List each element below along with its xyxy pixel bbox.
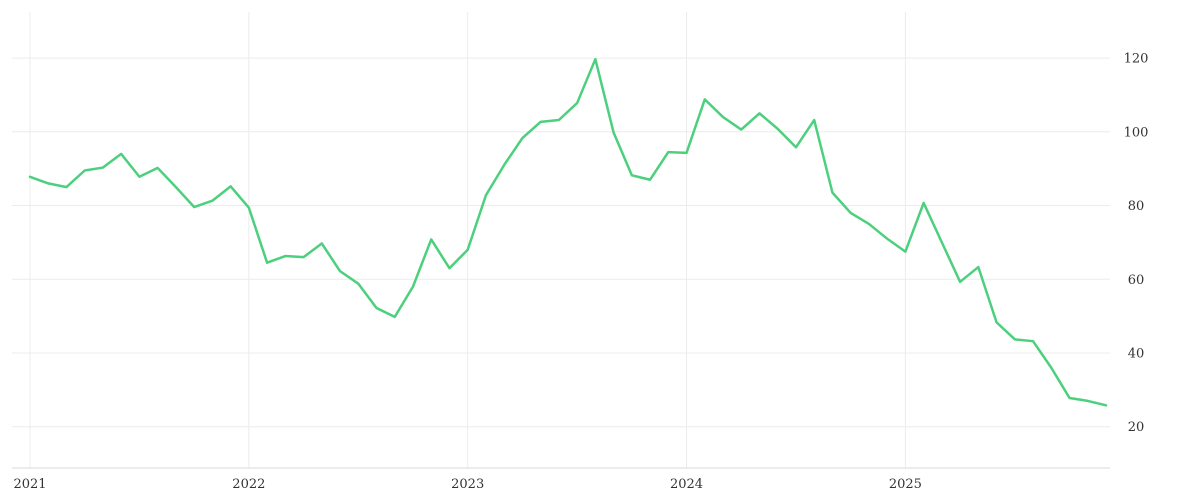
- y-tick-labels: 20 40 60 80 100 120: [1124, 52, 1149, 436]
- x-tick-label-2021: 2021: [13, 477, 46, 492]
- x-tick-label-2023: 2023: [451, 477, 484, 492]
- y-tick-label-60: 60: [1128, 273, 1145, 288]
- x-tick-label-2024: 2024: [670, 477, 703, 492]
- plot-area: [28, 57, 1108, 407]
- vertical-gridlines: [29, 12, 906, 468]
- y-tick-label-40: 40: [1128, 346, 1145, 361]
- x-tick-label-2022: 2022: [232, 477, 265, 492]
- x-tick-labels: 2021 2022 2023 2024 2025: [13, 477, 921, 492]
- y-tick-label-120: 120: [1124, 52, 1149, 67]
- y-tick-label-20: 20: [1128, 420, 1145, 435]
- y-tick-label-100: 100: [1124, 125, 1149, 140]
- horizontal-gridlines: [12, 57, 1110, 428]
- x-tick-label-2025: 2025: [889, 477, 922, 492]
- y-tick-label-80: 80: [1128, 199, 1145, 214]
- series-line-0: [28, 57, 1108, 407]
